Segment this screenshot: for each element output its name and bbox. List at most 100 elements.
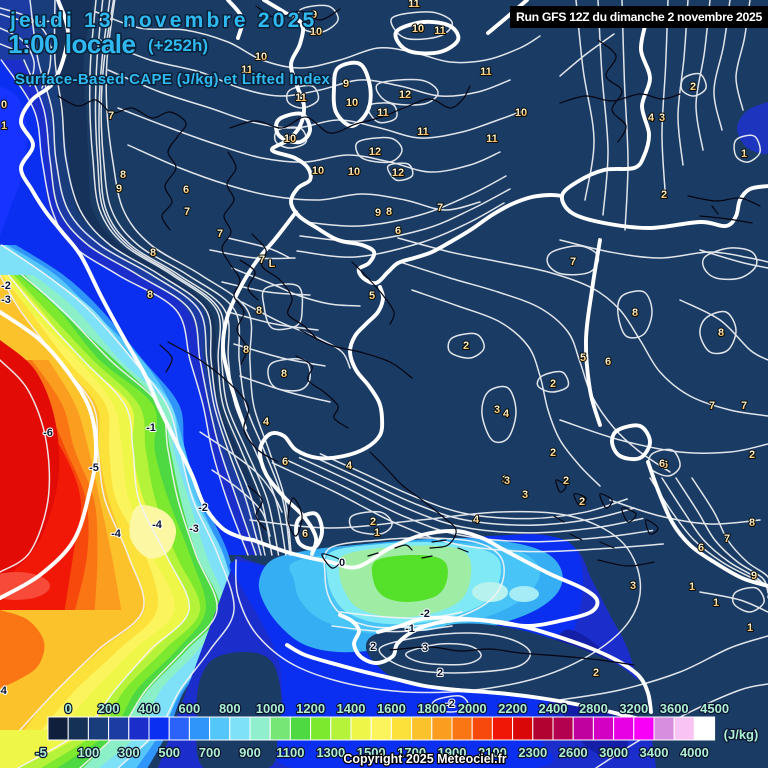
svg-text:0: 0 xyxy=(1,99,7,111)
svg-text:11: 11 xyxy=(241,64,253,76)
svg-text:1: 1 xyxy=(747,622,753,634)
svg-text:1000: 1000 xyxy=(256,701,285,716)
svg-text:2: 2 xyxy=(463,340,469,352)
svg-text:Run GFS 12Z du dimanche 2 nove: Run GFS 12Z du dimanche 2 novembre 2025 xyxy=(516,10,763,24)
svg-text:7: 7 xyxy=(709,400,715,412)
svg-text:3200: 3200 xyxy=(619,701,648,716)
svg-text:8: 8 xyxy=(150,247,156,259)
svg-text:7: 7 xyxy=(217,228,223,240)
svg-text:8: 8 xyxy=(147,289,153,301)
svg-text:1300: 1300 xyxy=(316,745,345,760)
svg-text:1200: 1200 xyxy=(296,701,325,716)
svg-text:3: 3 xyxy=(422,642,428,654)
svg-text:-4: -4 xyxy=(111,528,122,540)
svg-text:8: 8 xyxy=(749,517,755,529)
svg-text:2300: 2300 xyxy=(518,745,547,760)
svg-text:-1: -1 xyxy=(405,623,415,635)
svg-text:8: 8 xyxy=(281,368,287,380)
svg-text:11: 11 xyxy=(377,107,389,119)
svg-text:1100: 1100 xyxy=(276,745,304,760)
svg-text:9: 9 xyxy=(343,78,349,90)
svg-text:10: 10 xyxy=(284,133,296,145)
svg-text:3: 3 xyxy=(659,112,665,124)
svg-text:0: 0 xyxy=(339,557,345,569)
svg-text:12: 12 xyxy=(369,146,381,158)
svg-text:10: 10 xyxy=(310,26,322,38)
svg-text:Copyright 2025 Meteociel.fr: Copyright 2025 Meteociel.fr xyxy=(343,752,506,766)
svg-text:3: 3 xyxy=(630,580,636,592)
svg-text:-4: -4 xyxy=(0,685,8,697)
svg-text:1400: 1400 xyxy=(337,701,366,716)
svg-text:11: 11 xyxy=(295,92,307,104)
svg-text:10: 10 xyxy=(412,23,424,35)
svg-text:500: 500 xyxy=(158,745,180,760)
svg-text:1: 1 xyxy=(374,527,380,539)
svg-text:4: 4 xyxy=(473,514,480,526)
svg-text:4: 4 xyxy=(263,416,270,428)
svg-text:6: 6 xyxy=(659,458,665,470)
svg-text:2: 2 xyxy=(563,475,569,487)
svg-text:0: 0 xyxy=(65,701,72,716)
svg-text:11: 11 xyxy=(417,126,429,138)
svg-text:8: 8 xyxy=(120,169,126,181)
svg-text:900: 900 xyxy=(239,745,261,760)
svg-text:jeudi 13 novembre 2025: jeudi 13 novembre 2025 xyxy=(9,9,317,32)
svg-text:1700: 1700 xyxy=(397,745,426,760)
svg-text:6: 6 xyxy=(662,459,668,471)
svg-text:-2: -2 xyxy=(1,280,11,292)
svg-text:-3: -3 xyxy=(189,523,199,535)
svg-text:9: 9 xyxy=(375,207,381,219)
svg-text:-6: -6 xyxy=(43,427,53,439)
svg-text:2: 2 xyxy=(550,447,556,459)
svg-text:2400: 2400 xyxy=(539,701,568,716)
svg-text:4000: 4000 xyxy=(680,745,709,760)
svg-text:7: 7 xyxy=(437,202,443,214)
svg-text:400: 400 xyxy=(138,701,160,716)
svg-text:6: 6 xyxy=(183,184,189,196)
svg-text:7: 7 xyxy=(570,256,576,268)
svg-text:-3: -3 xyxy=(1,294,11,306)
svg-text:1: 1 xyxy=(1,120,7,132)
svg-text:8: 8 xyxy=(718,327,724,339)
svg-text:2000: 2000 xyxy=(458,701,487,716)
svg-text:11: 11 xyxy=(408,0,420,10)
svg-text:1: 1 xyxy=(741,148,747,160)
svg-text:700: 700 xyxy=(199,745,221,760)
svg-text:4500: 4500 xyxy=(700,701,729,716)
svg-text:7: 7 xyxy=(108,110,114,122)
svg-text:12: 12 xyxy=(399,89,411,101)
svg-text:6: 6 xyxy=(698,542,704,554)
svg-text:5: 5 xyxy=(580,352,586,364)
svg-text:10: 10 xyxy=(346,97,358,109)
svg-text:10: 10 xyxy=(312,165,324,177)
svg-text:300: 300 xyxy=(118,745,140,760)
svg-text:2600: 2600 xyxy=(559,745,588,760)
svg-text:1: 1 xyxy=(689,581,695,593)
svg-text:2: 2 xyxy=(550,378,556,390)
svg-text:800: 800 xyxy=(219,701,241,716)
svg-text:1500: 1500 xyxy=(357,745,386,760)
svg-text:-2: -2 xyxy=(420,608,430,620)
svg-text:4: 4 xyxy=(648,112,655,124)
svg-text:L: L xyxy=(269,258,276,270)
svg-text:10: 10 xyxy=(255,51,267,63)
svg-text:1: 1 xyxy=(713,597,719,609)
svg-text:2: 2 xyxy=(690,81,696,93)
svg-text:100: 100 xyxy=(78,745,100,760)
svg-text:4: 4 xyxy=(346,460,353,472)
svg-text:6: 6 xyxy=(302,528,308,540)
svg-text:6: 6 xyxy=(395,225,401,237)
svg-text:(+252h): (+252h) xyxy=(148,36,208,55)
svg-text:6: 6 xyxy=(282,456,288,468)
svg-text:-5: -5 xyxy=(35,745,47,760)
svg-text:2: 2 xyxy=(370,516,376,528)
svg-text:2: 2 xyxy=(437,667,443,679)
svg-text:2: 2 xyxy=(661,189,667,201)
svg-text:8: 8 xyxy=(256,305,262,317)
svg-text:600: 600 xyxy=(179,701,201,716)
svg-text:-2: -2 xyxy=(445,698,455,710)
svg-text:8: 8 xyxy=(632,307,638,319)
svg-text:(J/kg): (J/kg) xyxy=(724,727,759,742)
svg-text:4: 4 xyxy=(503,408,510,420)
svg-text:9: 9 xyxy=(116,183,122,195)
